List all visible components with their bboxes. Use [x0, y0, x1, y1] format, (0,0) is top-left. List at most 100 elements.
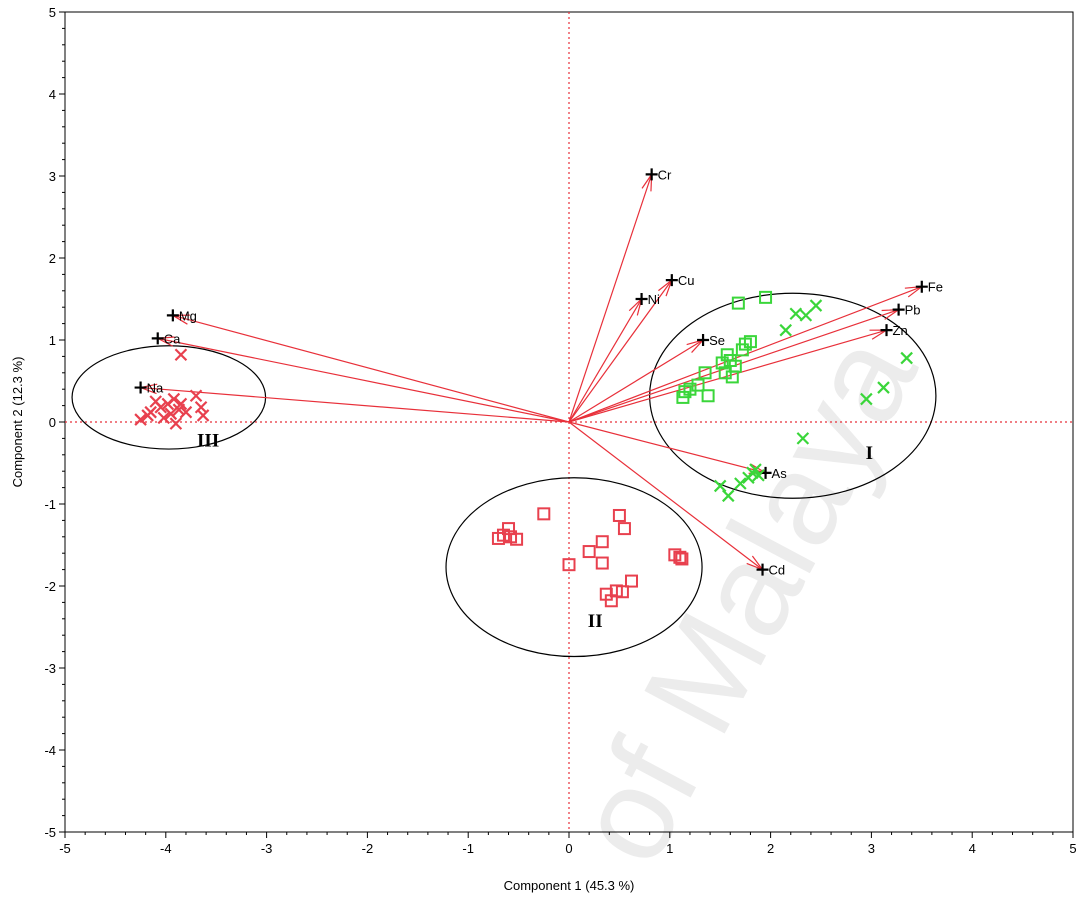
loading-vector-Cr: [568, 174, 653, 423]
point-red-square: [595, 556, 609, 570]
point-red-x: [154, 400, 168, 414]
loading-marker: [892, 303, 905, 316]
cluster-ellipse-III: [71, 345, 267, 450]
point-green-square: [718, 366, 732, 380]
point-red-x: [189, 389, 203, 403]
loading-marker: [697, 334, 710, 346]
cluster-label: II: [588, 611, 603, 632]
point-green-square: [715, 356, 729, 370]
point-red-x: [196, 409, 210, 422]
x-tick-label: 4: [969, 841, 976, 856]
point-green-x: [779, 323, 792, 337]
x-axis-title: Component 1 (45.3 %): [504, 878, 635, 893]
point-green-square: [683, 382, 697, 396]
point-red-square: [502, 522, 516, 536]
y-tick-label: 2: [49, 251, 56, 266]
point-red-x: [174, 397, 188, 411]
loading-label: Na: [147, 381, 164, 396]
point-green-x: [799, 309, 813, 322]
point-red-x: [174, 348, 188, 362]
y-tick-label: -2: [44, 579, 56, 594]
x-tick-label: 3: [868, 841, 875, 856]
y-tick-label: 3: [49, 169, 56, 184]
point-red-square: [510, 532, 524, 546]
loading-label: Cr: [658, 167, 672, 182]
y-tick-label: 4: [49, 87, 56, 102]
point-green-x: [796, 432, 810, 445]
point-red-square: [562, 558, 576, 572]
point-green-square: [698, 366, 712, 380]
point-green-square: [701, 389, 715, 403]
loading-marker: [645, 168, 658, 181]
loading-marker: [134, 381, 147, 394]
x-tick-label: 1: [666, 841, 673, 856]
y-tick-label: -5: [44, 825, 56, 840]
y-tick-label: -1: [44, 497, 56, 512]
point-red-square: [537, 507, 551, 521]
loading-marker: [915, 280, 928, 293]
point-green-x: [713, 479, 727, 493]
loading-vector-As: [568, 421, 766, 474]
point-red-square: [617, 522, 631, 536]
point-green-x: [749, 463, 762, 476]
loading-vector-Ca: [157, 337, 570, 423]
x-tick-label: -1: [462, 841, 474, 856]
loading-marker: [151, 332, 164, 345]
y-tick-label: 1: [49, 333, 56, 348]
score-points: [134, 290, 913, 608]
cluster-label: I: [866, 443, 873, 464]
point-red-x: [164, 407, 178, 421]
point-red-square: [595, 535, 609, 549]
x-tick-label: 0: [565, 841, 572, 856]
point-green-square: [691, 378, 705, 392]
loading-label: Ni: [648, 292, 660, 307]
point-green-x: [721, 489, 735, 503]
loading-label: Cu: [678, 273, 695, 288]
y-axis-title: Component 2 (12.3 %): [10, 357, 25, 488]
y-tick-label: -4: [44, 743, 56, 758]
loading-label: Zn: [893, 323, 908, 338]
loading-vector-Ni: [568, 298, 643, 423]
x-tick-label: -3: [261, 841, 273, 856]
loading-arrowhead: [628, 297, 643, 316]
point-green-square: [743, 335, 757, 349]
loading-label: Pb: [905, 303, 921, 318]
x-tick-label: -2: [362, 841, 374, 856]
loading-marker: [756, 563, 769, 576]
point-red-x: [157, 411, 171, 425]
point-red-square: [675, 552, 689, 566]
loading-arrowhead: [686, 338, 705, 353]
cluster-label: III: [197, 431, 219, 452]
point-red-square: [615, 585, 629, 599]
point-red-x: [141, 409, 154, 422]
loading-vector-Na: [140, 386, 570, 423]
point-red-x: [169, 417, 183, 430]
loading-vector-Mg: [172, 314, 570, 423]
point-red-square: [582, 545, 596, 559]
point-red-x: [167, 392, 181, 406]
y-tick-label: -3: [44, 661, 56, 676]
cluster-ellipse-II: [445, 477, 703, 658]
point-green-x: [900, 351, 913, 365]
x-tick-label: 5: [1069, 841, 1076, 856]
point-red-x: [179, 405, 193, 419]
point-green-x: [877, 381, 890, 394]
point-red-square: [673, 550, 687, 564]
loading-label: As: [772, 466, 788, 481]
loading-marker: [635, 293, 648, 305]
x-tick-label: 2: [767, 841, 774, 856]
loading-vector-Se: [568, 339, 704, 423]
point-red-square: [624, 574, 638, 588]
loading-label: Se: [709, 333, 725, 348]
y-tick-label: 0: [49, 415, 56, 430]
loading-label: Fe: [928, 280, 943, 295]
y-tick-label: 5: [49, 5, 56, 20]
point-red-x: [134, 413, 147, 426]
loading-label: Ca: [164, 331, 181, 346]
point-green-x: [860, 392, 873, 406]
loading-marker: [665, 274, 678, 287]
cluster-ellipse-I: [649, 292, 937, 499]
axis-ticks: -5 -4 -3 -2 -1 0 1 2 3 4 5 -5 -4 -3 -2 -1 0 1 2 3 4 5: [44, 5, 1076, 856]
